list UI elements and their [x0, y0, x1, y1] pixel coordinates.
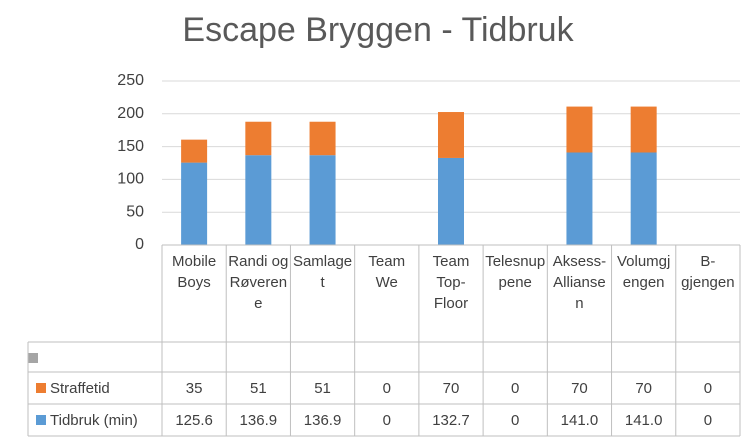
y-tick-label: 150: [117, 138, 144, 155]
table-value: 0: [511, 379, 520, 397]
table-value: 35: [185, 379, 203, 397]
table-value: 141.0: [624, 411, 663, 429]
table-value: 136.9: [239, 411, 278, 429]
table-value: 70: [571, 379, 588, 397]
bar-segment: [309, 121, 336, 156]
table-value: 0: [382, 379, 391, 397]
bar-segment: [309, 155, 336, 245]
legend-key: [36, 415, 46, 425]
category-label: Aksess-Allianse n: [552, 253, 607, 312]
y-tick-label: 0: [135, 236, 144, 253]
legend-label: Tidbruk (min): [50, 411, 138, 429]
table-value: 136.9: [303, 411, 342, 429]
table-value: 0: [703, 379, 713, 397]
category-label: Telesnuppene: [485, 253, 546, 291]
table-value: 125.6: [175, 411, 213, 429]
y-tick-label: 50: [126, 203, 144, 220]
bar-segment: [566, 106, 593, 153]
y-tick-label: 200: [117, 105, 144, 122]
bar-segment: [181, 139, 208, 163]
bar-segment: [245, 121, 272, 156]
table-value: 70: [442, 379, 460, 397]
category-label: Randi og Røverene: [228, 253, 289, 312]
table-value: 70: [635, 379, 652, 397]
table-value: 51: [314, 379, 331, 397]
category-label: B-gjengen: [681, 253, 735, 291]
bar-segment: [245, 155, 272, 245]
legend-label: Straffetid: [50, 379, 110, 397]
bar-segment: [630, 106, 657, 153]
table-value: 0: [511, 411, 520, 429]
y-tick-label: 250: [117, 72, 144, 89]
bar-segment: [566, 152, 593, 245]
bar-segment: [438, 157, 464, 245]
table-value: 0: [382, 411, 391, 429]
category-label: Volumgjengen: [616, 253, 671, 291]
bar-segment: [181, 162, 208, 245]
table-value: 132.7: [432, 411, 470, 429]
legend-key: [28, 353, 38, 363]
table-value: 0: [703, 411, 713, 429]
category-label: Team Top-Floor: [432, 253, 470, 312]
table-value: 141.0: [560, 411, 599, 429]
category-label: Mobile Boys: [172, 253, 217, 291]
chart-title: Escape Bryggen - Tidbruk: [182, 11, 574, 49]
legend-key: [36, 383, 46, 393]
category-label: Samlaget: [292, 253, 353, 291]
table-value: 51: [249, 379, 267, 397]
category-label: Team We: [368, 253, 406, 291]
bar-segment: [438, 112, 464, 158]
bar-segment: [630, 152, 657, 245]
y-tick-label: 100: [117, 171, 144, 188]
